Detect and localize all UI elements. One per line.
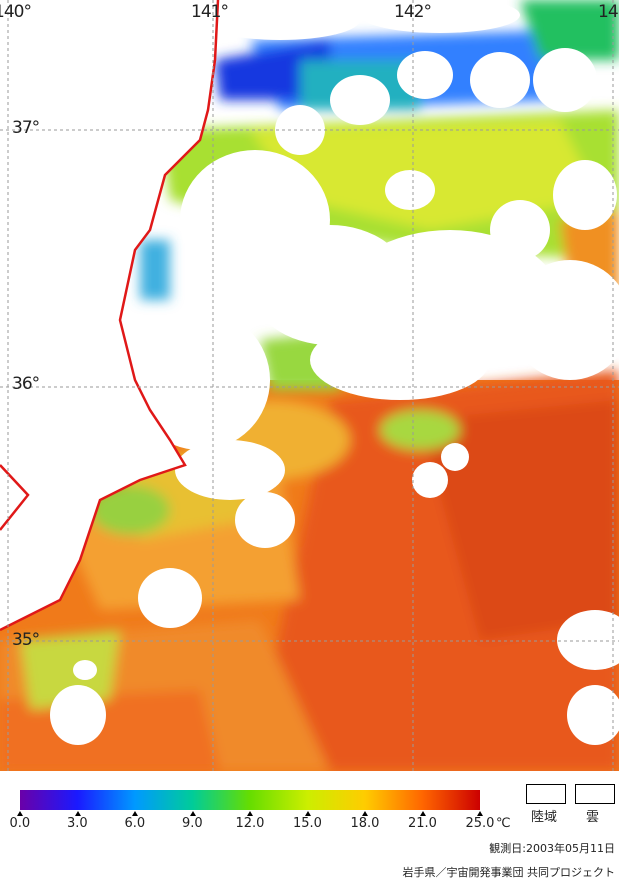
colorbar-unit: ℃ bbox=[496, 816, 511, 831]
cloud-legend-label: 雲 bbox=[586, 810, 600, 825]
lon-label-141: 141° bbox=[191, 2, 229, 22]
coastline-peninsula bbox=[0, 464, 30, 531]
colorbar-tick bbox=[189, 811, 196, 816]
graticule bbox=[0, 0, 619, 771]
colorbar-tick-label: 6.0 bbox=[124, 816, 146, 831]
lat-label-36: 36° bbox=[12, 374, 40, 394]
colorbar-tick bbox=[419, 811, 426, 816]
land-peninsula bbox=[0, 465, 28, 530]
colorbar-tick-label: 18.0 bbox=[350, 816, 380, 831]
colorbar-tick bbox=[17, 811, 23, 816]
sea-surface-temperature-map bbox=[0, 0, 619, 771]
lat-label-35: 35° bbox=[12, 630, 40, 650]
land-legend-label: 陸域 bbox=[531, 810, 558, 825]
colorbar-tick bbox=[304, 811, 311, 816]
colorbar-tick-label: 0.0 bbox=[9, 816, 31, 831]
colorbar-tick-label: 9.0 bbox=[182, 816, 203, 831]
colorbar-tick bbox=[132, 811, 138, 816]
temperature-colorbar bbox=[20, 790, 480, 810]
cloud-legend-swatch bbox=[575, 784, 615, 804]
colorbar-tick bbox=[477, 811, 483, 816]
colorbar-tick bbox=[247, 811, 253, 816]
colorbar-tick bbox=[362, 811, 368, 816]
coastline bbox=[0, 0, 220, 632]
colorbar-tick-label: 3.0 bbox=[67, 816, 88, 831]
lat-label-37: 37° bbox=[12, 118, 40, 138]
colorbar-tick bbox=[74, 811, 81, 816]
credit-text: 岩手県／宇宙開発事業団 共同プロジェクト bbox=[402, 866, 616, 879]
lon-label-142: 142° bbox=[394, 2, 432, 22]
colorbar-tick-label: 25.0 bbox=[465, 816, 495, 831]
observation-date: 観測日:2003年05月11日 bbox=[489, 842, 615, 855]
lon-label-140: 140° bbox=[0, 2, 32, 22]
colorbar-tick-label: 21.0 bbox=[408, 816, 437, 831]
land-legend-swatch bbox=[526, 784, 566, 804]
colorbar-tick-label: 12.0 bbox=[235, 816, 265, 831]
lon-label-143: 14 bbox=[598, 2, 619, 22]
map-canvas bbox=[0, 0, 619, 771]
colorbar-tick-label: 15.0 bbox=[293, 816, 322, 831]
land-area bbox=[0, 0, 218, 630]
cloud-cover bbox=[50, 0, 619, 745]
